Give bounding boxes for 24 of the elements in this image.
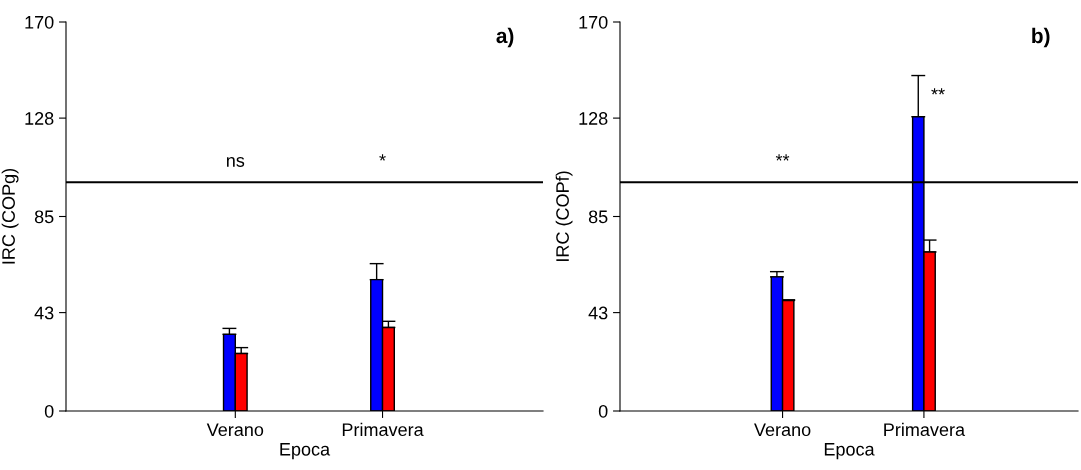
x-tick-label: Primavera — [884, 422, 966, 437]
x-axis-title: Epoca — [280, 443, 331, 460]
y-axis-title: IRC (COPg) — [1, 168, 19, 264]
x-tick-label: Verano — [206, 423, 264, 437]
y-tick-label: 85 — [34, 210, 54, 224]
y-tick-label: 0 — [598, 404, 608, 418]
annotation: * — [379, 154, 386, 161]
y-tick-label: 170 — [25, 15, 54, 29]
y-tick-label: 43 — [34, 306, 54, 320]
y-tick-label: 128 — [579, 112, 608, 125]
annotation: ** — [775, 154, 790, 161]
y-tick-label: 85 — [588, 210, 608, 224]
y-tick-label: 170 — [579, 15, 608, 29]
y-tick-label: 0 — [44, 404, 54, 418]
x-tick-label: Verano — [754, 423, 811, 437]
chart-title: a) — [496, 27, 514, 48]
x-tick-label: Primavera — [342, 422, 424, 437]
y-axis-title: IRC (COPf) — [555, 171, 573, 261]
y-tick-label: 128 — [25, 112, 54, 125]
x-axis-title: Epoca — [824, 443, 875, 460]
annotation: ** — [931, 88, 945, 95]
y-tick-label: 43 — [588, 306, 608, 320]
chart-title: b) — [1032, 27, 1050, 48]
annotation: ns — [226, 156, 245, 167]
